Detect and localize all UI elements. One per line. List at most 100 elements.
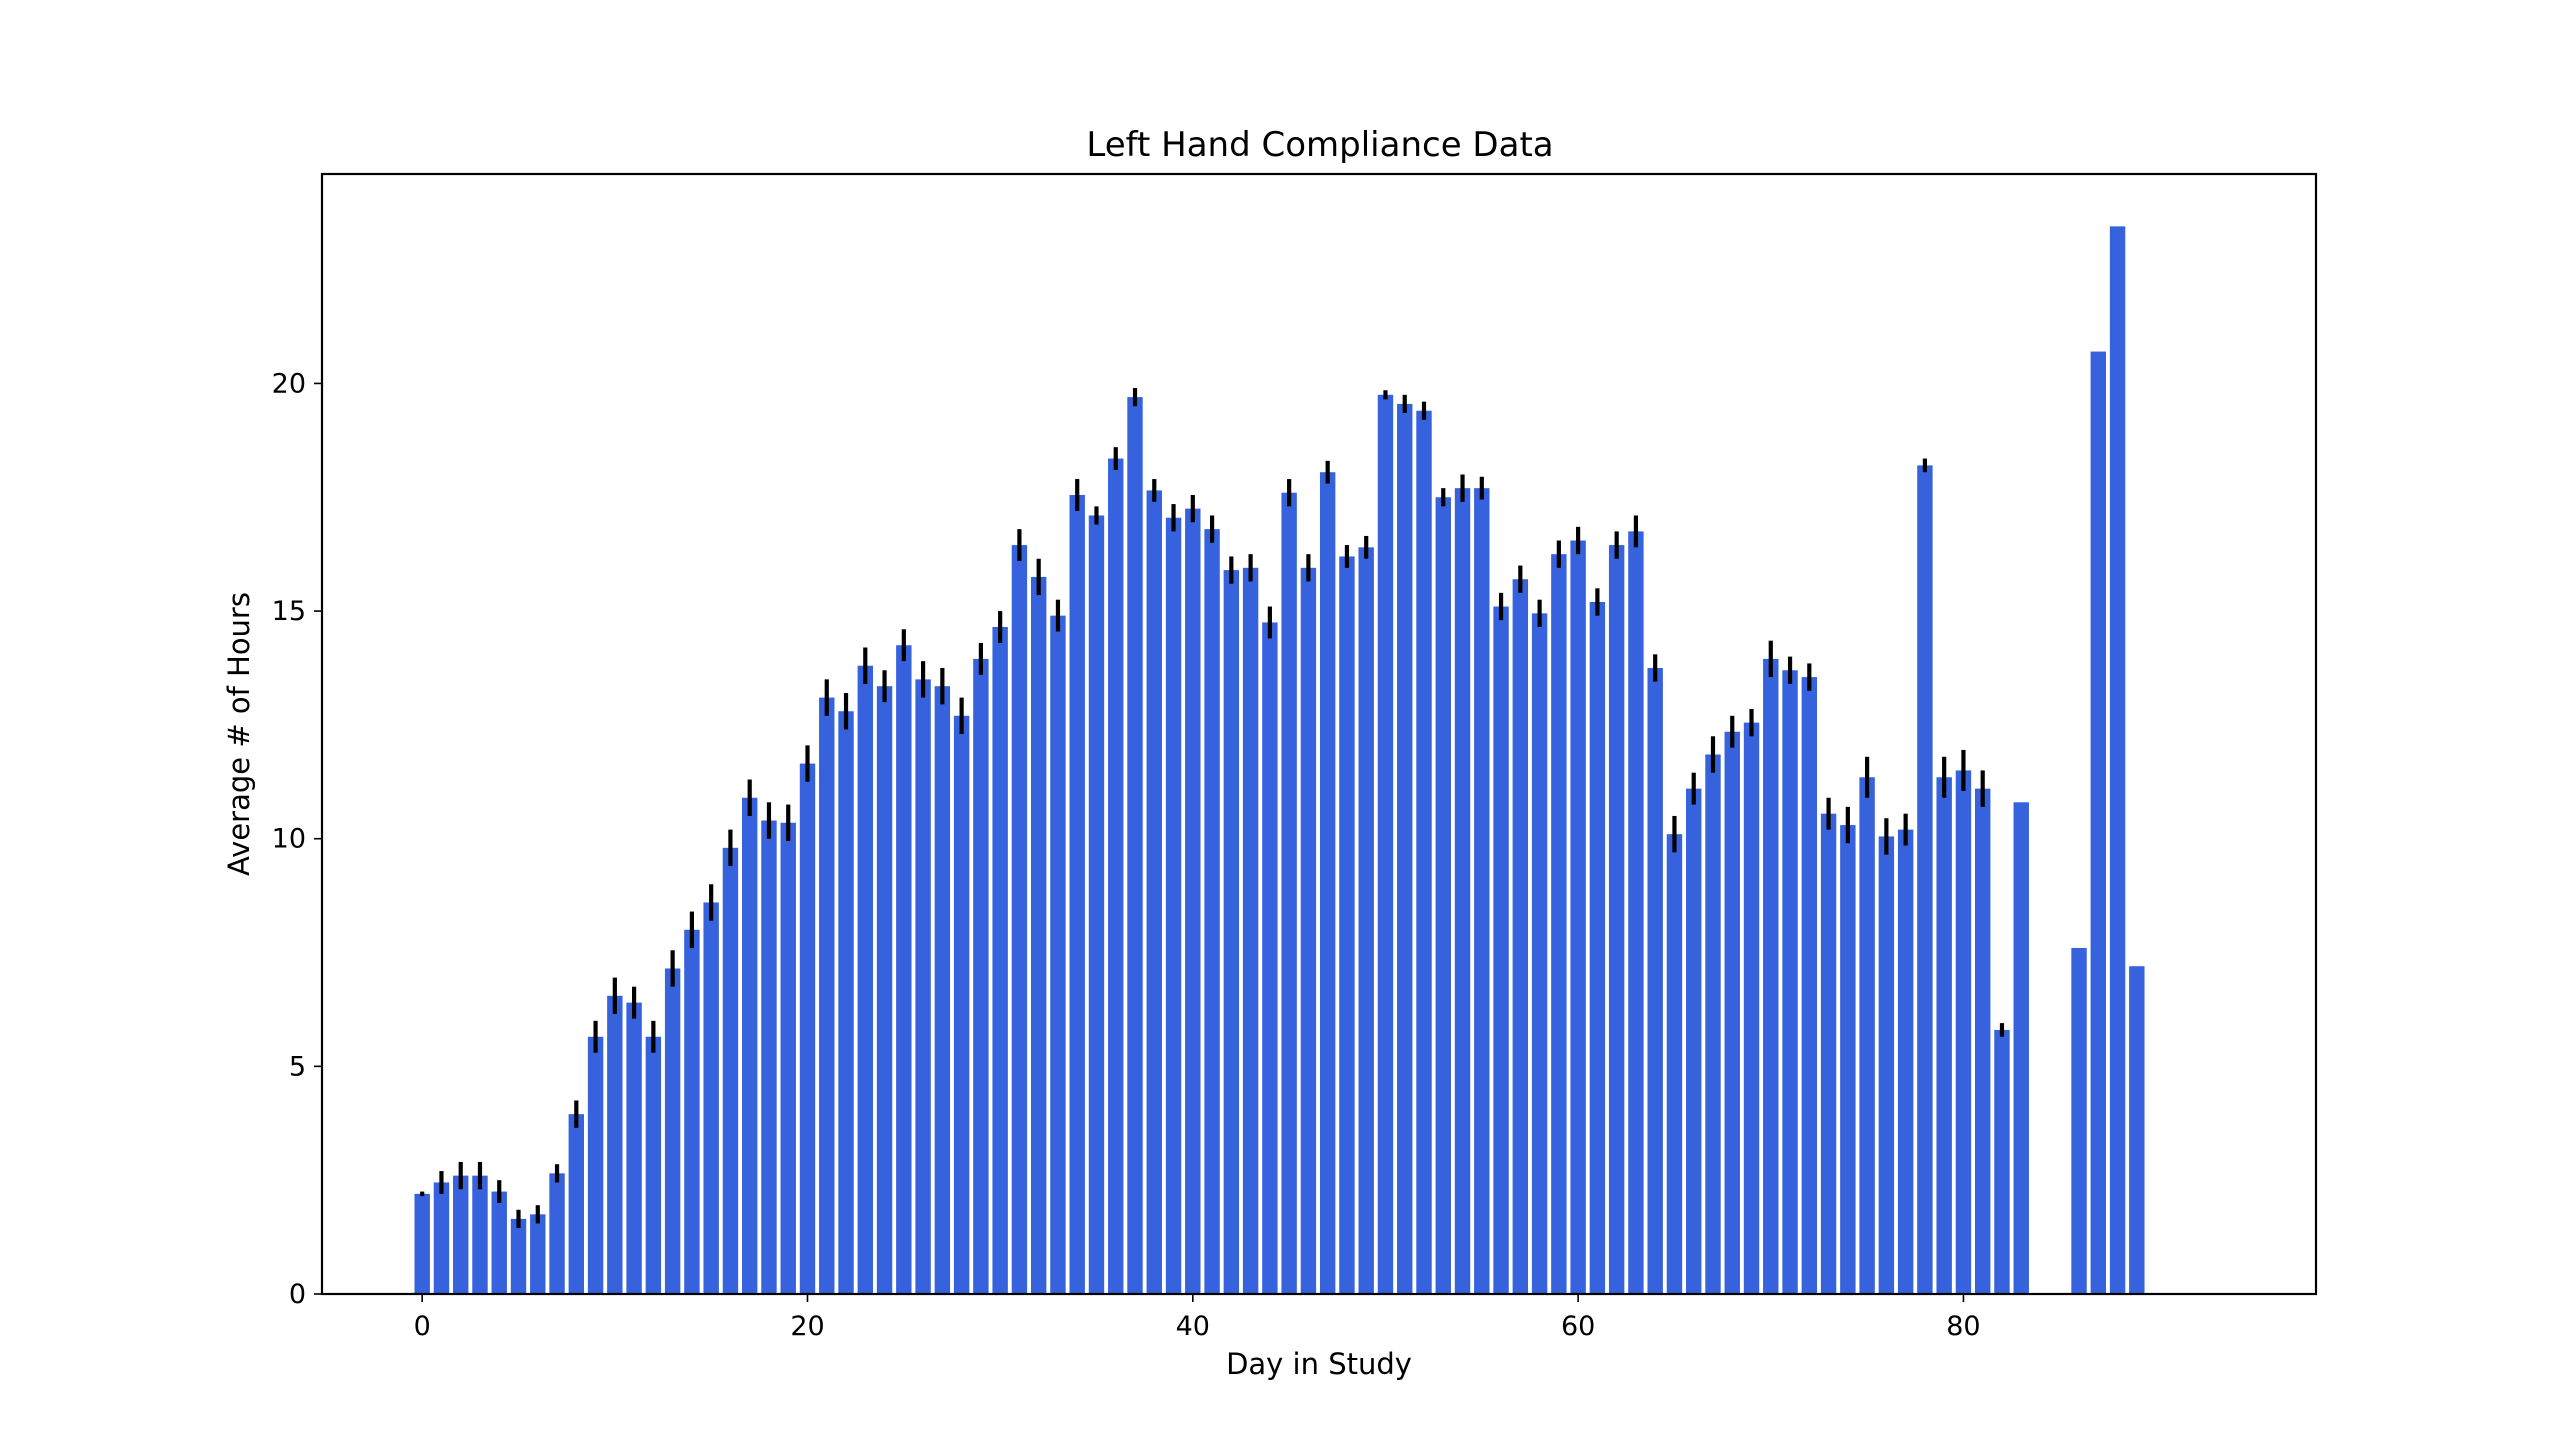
bar-day-46 (1300, 567, 1317, 1294)
bar-day-5 (510, 1218, 527, 1294)
bar-day-81 (1975, 788, 1991, 1294)
bar-day-25 (896, 645, 912, 1294)
y-tick-label: 20 (272, 368, 306, 399)
bar-day-78 (1917, 465, 1933, 1294)
bar-day-12 (645, 1036, 662, 1294)
bar-day-14 (684, 929, 700, 1294)
error-bars-group (420, 387, 2005, 1228)
bar-day-26 (915, 679, 931, 1294)
bar-day-83 (2013, 802, 2029, 1294)
bar-day-27 (934, 686, 951, 1294)
bar-day-63 (1628, 531, 1644, 1294)
x-tick-label: 20 (790, 1311, 824, 1342)
bar-day-3 (472, 1175, 488, 1294)
bar-day-8 (568, 1114, 585, 1294)
bar-day-73 (1820, 813, 1837, 1294)
bar-day-49 (1358, 547, 1374, 1294)
bar-day-42 (1223, 570, 1240, 1294)
bar-day-40 (1185, 508, 1201, 1294)
bars-group (414, 226, 2145, 1295)
bar-day-24 (876, 686, 893, 1294)
bar-day-69 (1743, 722, 1760, 1294)
bar-day-47 (1319, 472, 1336, 1295)
bar-day-1 (433, 1182, 450, 1294)
bar-day-41 (1204, 529, 1220, 1294)
bar-day-36 (1108, 458, 1124, 1294)
bar-day-82 (1994, 1029, 2010, 1294)
y-tick-label: 15 (272, 596, 306, 627)
bar-day-23 (857, 665, 873, 1294)
bar-day-17 (741, 797, 758, 1294)
bar-day-37 (1127, 397, 1143, 1295)
bar-day-43 (1242, 567, 1259, 1294)
bar-day-54 (1454, 488, 1471, 1294)
bar-day-32 (1030, 576, 1047, 1294)
bar-day-45 (1281, 492, 1297, 1294)
bar-day-53 (1435, 497, 1451, 1294)
bar-day-89 (2129, 966, 2145, 1294)
bar-day-13 (664, 968, 681, 1294)
bar-day-55 (1474, 488, 1490, 1294)
bar-day-10 (607, 995, 623, 1294)
bar-day-60 (1570, 540, 1586, 1294)
y-axis-label: Average # of Hours (222, 592, 256, 876)
bar-day-76 (1878, 836, 1895, 1294)
bar-day-57 (1512, 579, 1529, 1294)
bar-day-16 (722, 847, 739, 1294)
bar-day-52 (1416, 410, 1432, 1294)
bar-day-61 (1589, 601, 1606, 1294)
bar-day-35 (1088, 515, 1105, 1294)
bar-day-38 (1146, 490, 1162, 1294)
bar-day-34 (1069, 494, 1085, 1295)
y-tick-label: 5 (289, 1051, 306, 1082)
bar-day-65 (1666, 834, 1683, 1294)
bar-day-75 (1859, 777, 1875, 1294)
bar-day-79 (1936, 777, 1952, 1294)
bar-day-77 (1897, 829, 1914, 1294)
bar-day-2 (453, 1175, 469, 1294)
bar-day-21 (819, 697, 835, 1294)
bar-day-80 (1955, 770, 1972, 1294)
bar-day-15 (703, 902, 719, 1294)
chart-title: Left Hand Compliance Data (1086, 125, 1553, 165)
bar-day-7 (549, 1173, 565, 1294)
bar-day-29 (973, 658, 989, 1294)
bar-day-67 (1705, 754, 1721, 1294)
bar-day-64 (1647, 667, 1663, 1294)
bar-day-22 (838, 711, 854, 1294)
bar-day-87 (2090, 351, 2106, 1294)
bar-day-39 (1165, 517, 1182, 1294)
bar-day-62 (1608, 545, 1625, 1294)
bar-day-44 (1262, 622, 1278, 1294)
bar-day-70 (1763, 658, 1779, 1294)
y-tick-label: 0 (289, 1279, 306, 1310)
x-axis: 0 20 40 60 80 (414, 1294, 1981, 1342)
bar-day-58 (1531, 613, 1548, 1294)
bar-day-31 (1011, 545, 1028, 1294)
x-tick-label: 40 (1176, 1311, 1210, 1342)
bar-day-48 (1339, 556, 1355, 1294)
bar-day-20 (799, 763, 816, 1294)
plot-frame (320, 172, 2318, 1296)
bar-day-4 (491, 1191, 507, 1294)
x-axis-label: Day in Study (1226, 1347, 1412, 1381)
bar-day-18 (761, 820, 777, 1294)
bar-day-50 (1377, 394, 1394, 1294)
bar-day-6 (530, 1214, 546, 1294)
bar-day-33 (1050, 615, 1066, 1294)
bar-day-72 (1801, 677, 1818, 1294)
bar-day-88 (2109, 226, 2126, 1295)
bar-day-59 (1551, 554, 1567, 1294)
bar-day-74 (1840, 825, 1856, 1294)
x-tick-label: 80 (1946, 1311, 1980, 1342)
bar-day-0 (414, 1193, 430, 1294)
bar-day-28 (953, 715, 970, 1294)
bar-day-9 (587, 1036, 604, 1294)
bar-day-19 (780, 822, 796, 1294)
bar-day-86 (2071, 947, 2087, 1294)
bar-day-56 (1493, 606, 1509, 1294)
bar-day-51 (1397, 403, 1413, 1294)
bar-day-11 (626, 1002, 642, 1294)
x-tick-label: 0 (414, 1311, 431, 1342)
